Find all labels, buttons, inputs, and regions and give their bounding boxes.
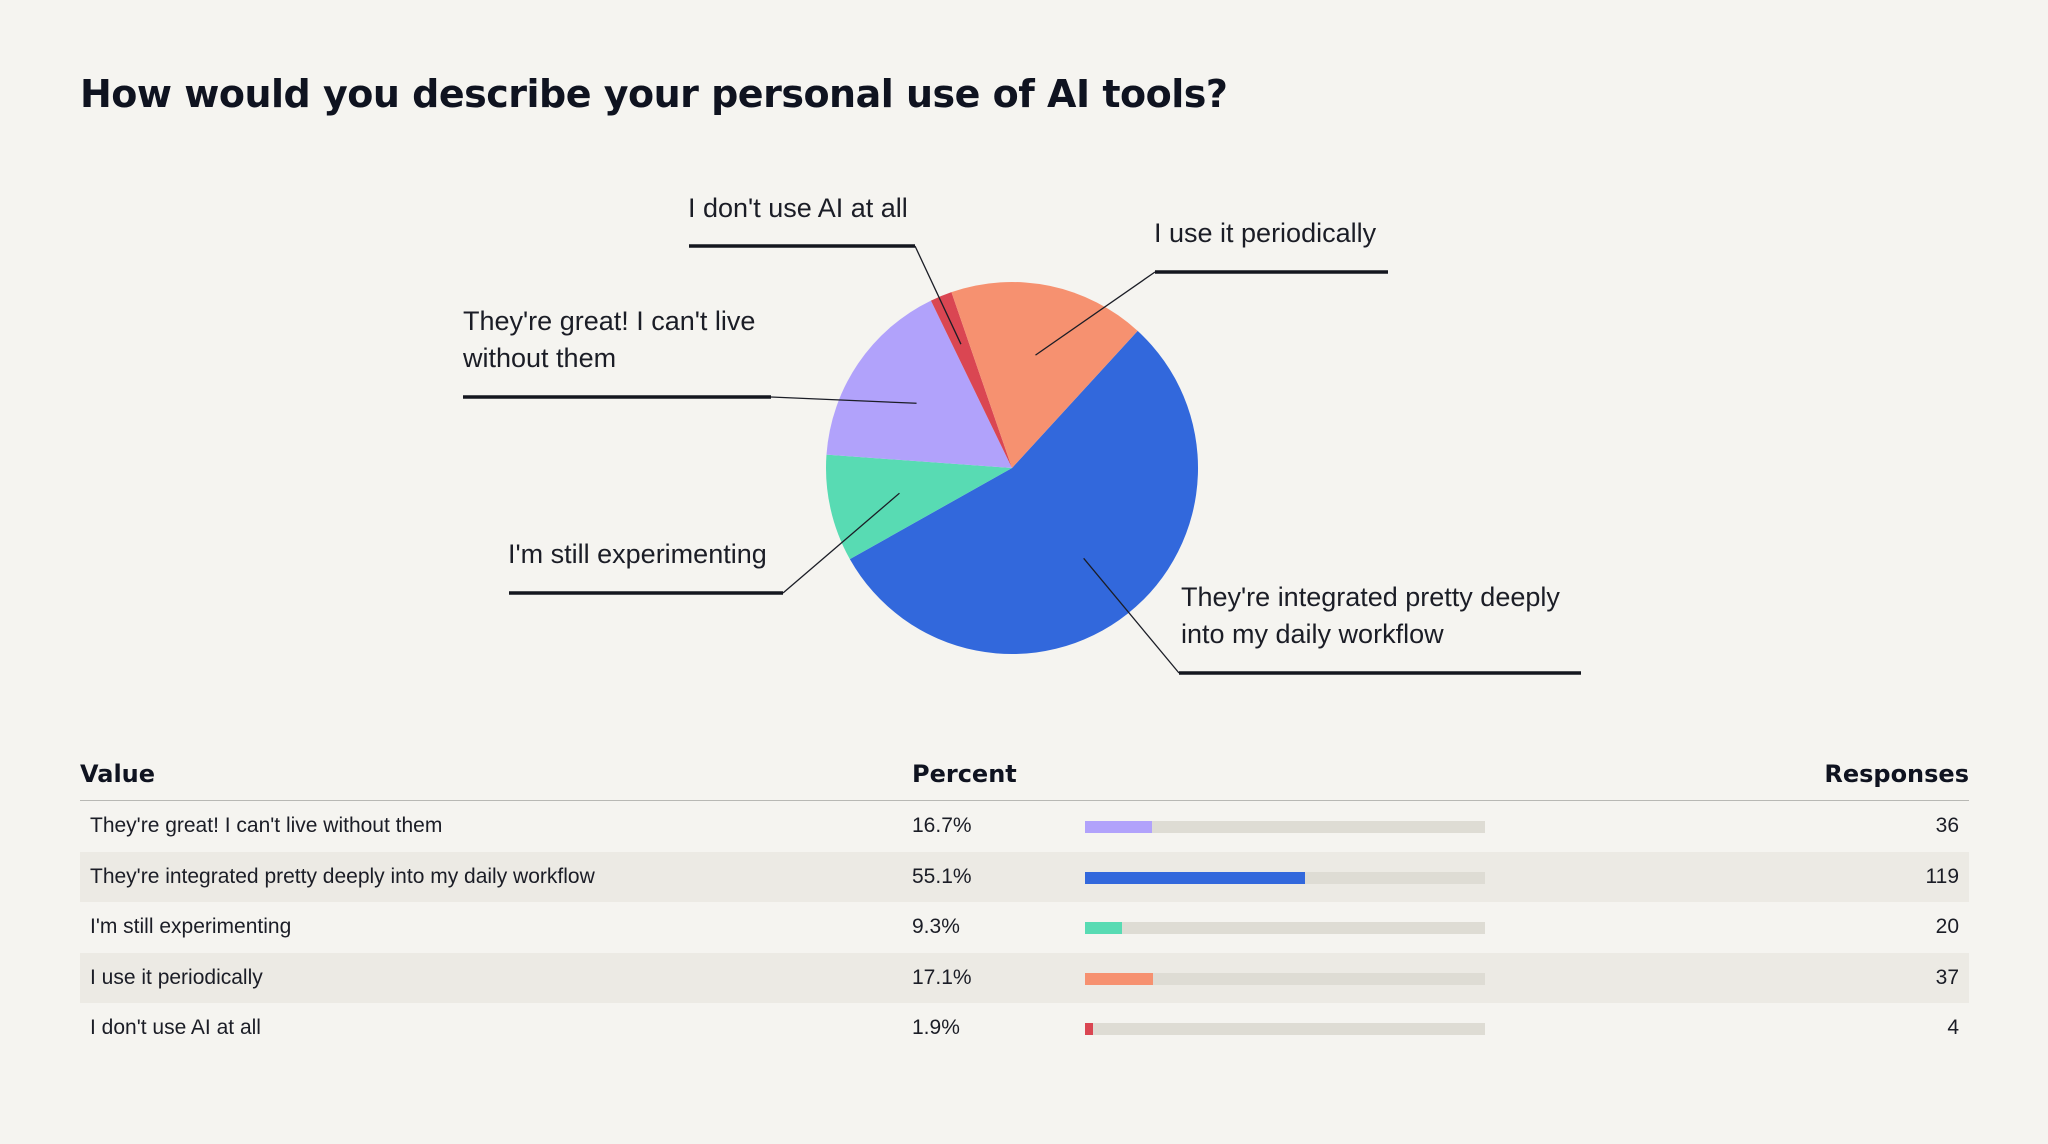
row-responses: 119	[1925, 864, 1959, 888]
table-row: They're great! I can't live without them…	[80, 801, 1969, 852]
percent-bar-fill	[1085, 922, 1123, 934]
percent-bar	[1085, 871, 1485, 884]
pie-slice	[951, 281, 1138, 468]
slice-label: I use it periodically	[1154, 218, 1377, 248]
leader-line	[770, 396, 917, 404]
header-value: Value	[80, 760, 156, 788]
table-row: I'm still experimenting 9.3% 20	[80, 902, 1969, 953]
table-row: I don't use AI at all 1.9% 4	[80, 1003, 1969, 1054]
percent-bar	[1085, 821, 1485, 833]
header-percent: Percent	[912, 760, 1017, 788]
slice-label: I'm still experimenting	[508, 539, 767, 569]
slice-label: They're integrated pretty deeply	[1181, 582, 1560, 612]
row-responses: 36	[1935, 814, 1959, 837]
percent-bar	[1085, 922, 1485, 934]
leader-line	[914, 245, 962, 345]
pie-chart: They're integrated pretty deeply into my …	[462, 193, 1581, 675]
row-responses: 4	[1947, 1016, 1959, 1039]
slice-label: They're great! I can't live	[463, 306, 755, 336]
row-value: I use it periodically	[90, 965, 263, 989]
percent-bar-fill	[1085, 1023, 1093, 1035]
pie-slice	[849, 330, 1199, 655]
leader-line	[1083, 557, 1180, 674]
row-responses: 20	[1935, 915, 1959, 938]
row-percent: 1.9%	[912, 1016, 960, 1039]
table-row: I use it periodically 17.1% 37	[80, 952, 1969, 1003]
header-responses: Responses	[1824, 760, 1969, 788]
row-value: They're integrated pretty deeply into my…	[90, 864, 595, 888]
table-header: Value Percent Responses	[80, 758, 1969, 801]
page-title: How would you describe your personal use…	[80, 72, 1228, 116]
row-value: I don't use AI at all	[90, 1016, 261, 1039]
row-value: They're great! I can't live without them	[90, 814, 443, 837]
row-percent: 9.3%	[912, 915, 960, 938]
leader-line	[782, 492, 900, 594]
row-value: I'm still experimenting	[90, 915, 292, 938]
slice-label: I don't use AI at all	[688, 193, 908, 223]
table-row: They're integrated pretty deeply into my…	[80, 851, 1969, 902]
percent-bar	[1085, 1023, 1485, 1035]
slice-label: into my daily workflow	[1181, 619, 1444, 649]
pie-slice	[826, 300, 1012, 468]
slice-label: without them	[462, 343, 616, 373]
row-percent: 17.1%	[912, 965, 972, 989]
row-percent: 55.1%	[912, 864, 972, 888]
row-percent: 16.7%	[912, 814, 972, 837]
percent-bar	[1085, 972, 1485, 985]
row-responses: 37	[1935, 965, 1959, 989]
results-table: Value Percent Responses They're great! I…	[80, 758, 1969, 1054]
pie-slice	[826, 454, 1012, 560]
percent-bar-fill	[1085, 972, 1154, 985]
percent-bar-fill	[1085, 871, 1306, 884]
leader-line	[1035, 271, 1156, 356]
percent-bar-fill	[1085, 821, 1152, 833]
pie-slice	[930, 292, 1012, 468]
